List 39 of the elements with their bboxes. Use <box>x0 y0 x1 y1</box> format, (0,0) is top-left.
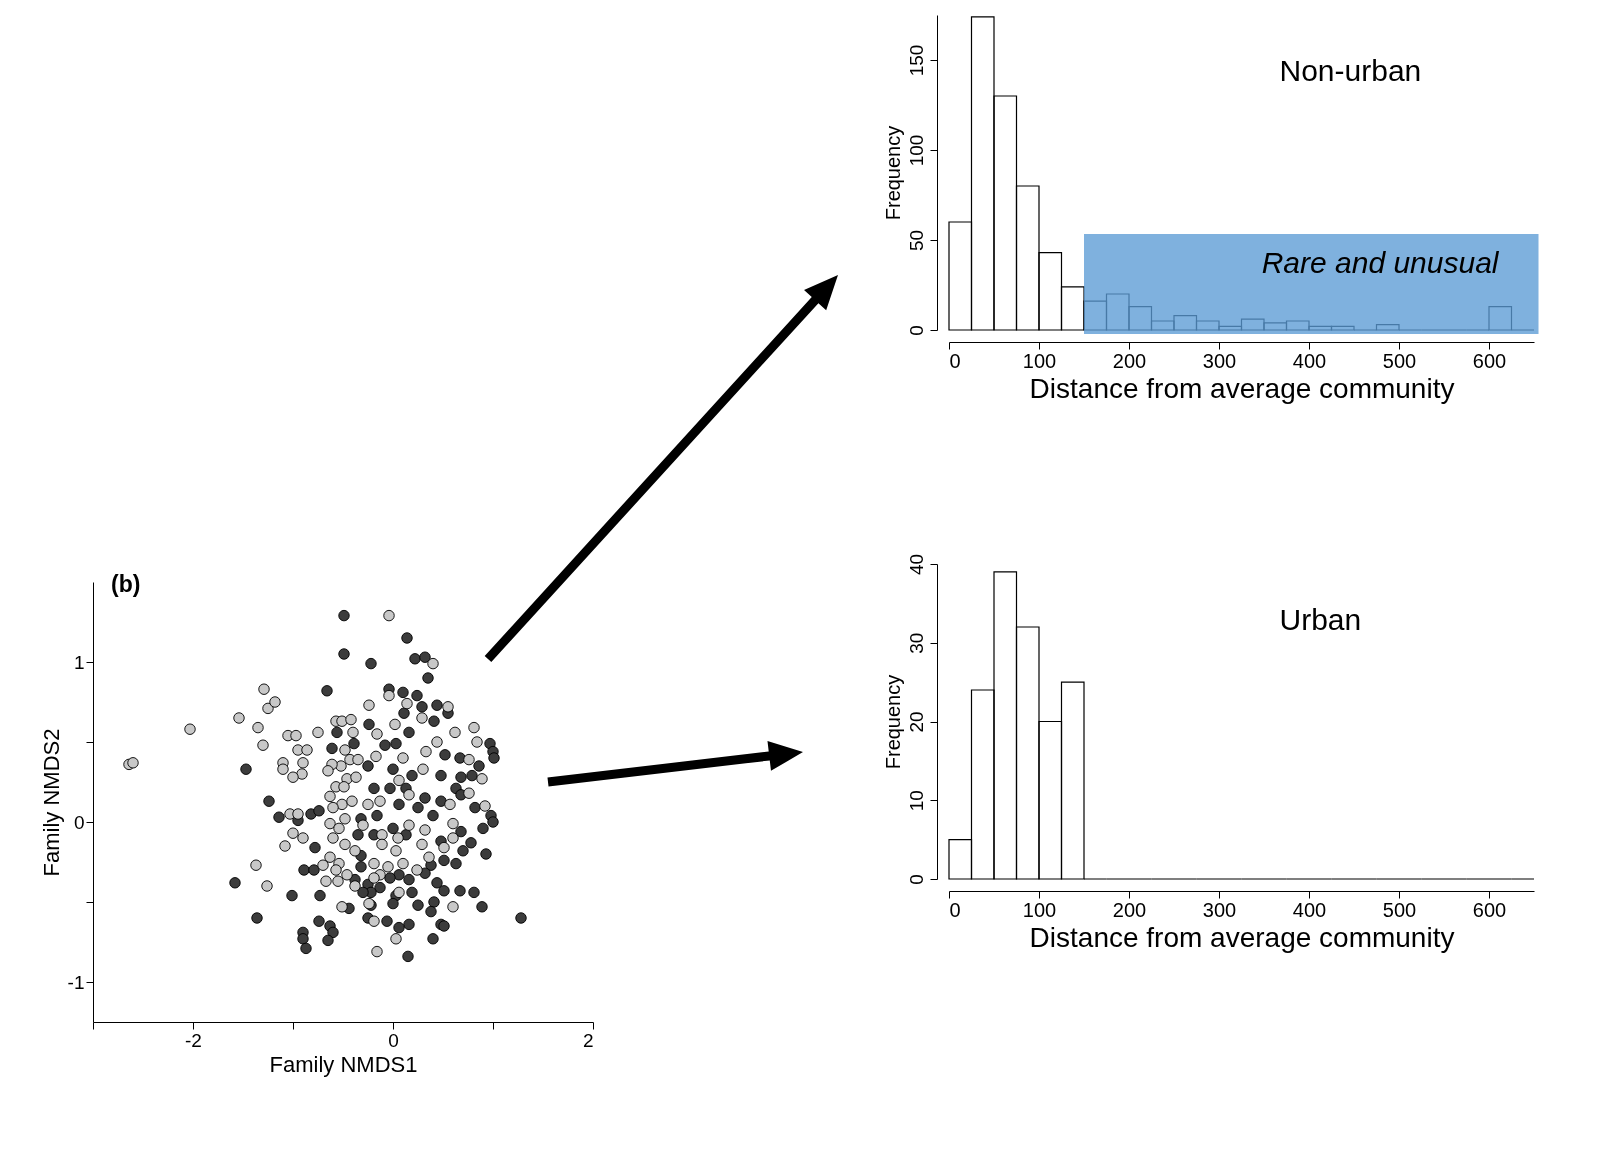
y-tick-label: 20 <box>905 711 927 733</box>
x-tick-label: 0 <box>949 349 961 372</box>
x-tick-label: 200 <box>1112 898 1147 921</box>
y-tick-label: 0 <box>905 325 927 336</box>
x-axis-title: Family NMDS1 <box>269 1051 418 1077</box>
y-tick-label: 100 <box>905 134 927 167</box>
y-tick-label: 50 <box>905 229 927 252</box>
y-axis-title: Family NMDS2 <box>38 728 64 877</box>
annotation: Non-urban <box>1279 53 1422 87</box>
y-tick-label: 150 <box>905 44 927 77</box>
x-axis-title: Distance from average community <box>1029 372 1455 404</box>
y-tick-label: 10 <box>905 790 927 812</box>
y-tick-label: 30 <box>905 632 927 654</box>
x-tick-label: 600 <box>1472 349 1507 372</box>
x-tick-label: 400 <box>1292 898 1327 921</box>
annotation: Urban <box>1279 602 1362 636</box>
x-tick-label: 0 <box>388 1029 399 1051</box>
y-tick-label: 0 <box>73 811 85 833</box>
x-tick-label: 500 <box>1382 349 1417 372</box>
x-tick-label: 500 <box>1382 898 1417 921</box>
y-axis-title: Frequency <box>881 674 904 770</box>
x-tick-label: -2 <box>185 1029 202 1051</box>
x-tick-label: 400 <box>1292 349 1327 372</box>
y-axis-title: Frequency <box>881 125 904 221</box>
annotation: (b) <box>111 571 141 597</box>
x-axis-title: Distance from average community <box>1029 921 1455 953</box>
x-tick-label: 100 <box>1022 349 1057 372</box>
y-tick-label: 0 <box>905 874 927 885</box>
x-tick-label: 0 <box>949 898 961 921</box>
band-label: Rare and unusual <box>1261 245 1500 279</box>
y-tick-label: 1 <box>73 651 85 673</box>
x-tick-label: 100 <box>1022 898 1057 921</box>
x-tick-label: 300 <box>1202 349 1237 372</box>
y-tick-label: -1 <box>67 971 85 993</box>
x-tick-label: 200 <box>1112 349 1147 372</box>
y-tick-label: 40 <box>905 553 927 576</box>
x-tick-label: 300 <box>1202 898 1237 921</box>
x-tick-label: 2 <box>582 1029 594 1051</box>
x-tick-label: 600 <box>1472 898 1507 921</box>
